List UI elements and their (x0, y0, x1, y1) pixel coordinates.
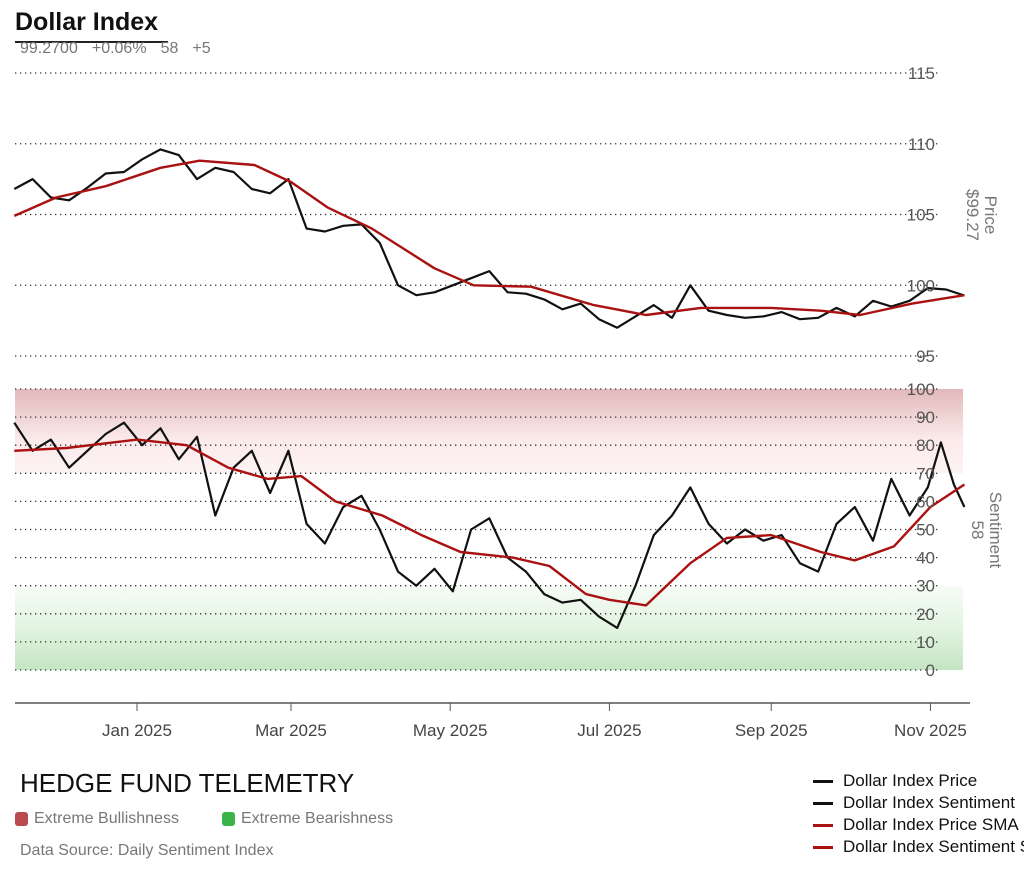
legend-price-sma[interactable]: Dollar Index Price SMA (813, 814, 1024, 836)
y-tick-label-sentiment: 0 (926, 661, 935, 680)
y-tick-label-sentiment: 70 (916, 464, 935, 483)
quote-summary: 99.2700 +0.06% 58 +5 (20, 40, 225, 58)
y-tick-label-sentiment: 80 (916, 436, 935, 455)
band-extreme-bullishness (15, 389, 963, 474)
x-tick-label: May 2025 (413, 721, 488, 740)
legend-sentiment-sma[interactable]: Dollar Index Sentiment SMA (813, 836, 1024, 858)
y-tick-label-price: 110 (908, 135, 935, 154)
title-underline (15, 41, 168, 43)
y-tick-label-price: 115 (908, 64, 935, 83)
band-extreme-bearishness (15, 585, 963, 670)
y-tick-label-sentiment: 90 (916, 408, 935, 427)
axis-title-price: Price (981, 196, 1000, 235)
legend-price[interactable]: Dollar Index Price (813, 770, 1024, 792)
x-tick-label: Sep 2025 (735, 721, 808, 740)
x-tick-label: Mar 2025 (255, 721, 327, 740)
bullish-swatch (15, 812, 28, 826)
y-tick-label-sentiment: 100 (907, 380, 935, 399)
axis-title-sentiment: Sentiment (986, 492, 1005, 569)
dollar-index-chart: 95 100 105 110 115 Price$99.27 0 10 20 30 40 50 60 70… (13, 64, 1005, 740)
axis-value-sentiment: 58 (968, 521, 987, 540)
axis-value-price: $99.27 (963, 189, 982, 241)
y-tick-label-price: 95 (916, 347, 935, 366)
y-tick-label-sentiment: 10 (916, 633, 935, 652)
x-tick-label: Jan 2025 (102, 721, 172, 740)
bearish-swatch (222, 812, 235, 826)
x-tick-label: Jul 2025 (577, 721, 641, 740)
legend-sentiment[interactable]: Dollar Index Sentiment (813, 792, 1024, 814)
series-dollar-index-price (13, 148, 965, 329)
last-price: 99.2700 (20, 40, 78, 57)
last-sentiment: 58 (160, 40, 179, 57)
y-tick-label-sentiment: 50 (916, 521, 935, 540)
y-tick-label-sentiment: 30 (916, 577, 935, 596)
x-tick-label: Nov 2025 (894, 721, 967, 740)
chart-title: Dollar Index (15, 8, 159, 36)
price-change: +0.06% (91, 40, 147, 57)
brand-name: HEDGE FUND TELEMETRY (20, 768, 355, 798)
data-source: Data Source: Daily Sentiment Index (20, 842, 274, 859)
legend-extreme-bearishness: Extreme Bearishness (222, 810, 393, 828)
series-dollar-index-sentiment (13, 421, 966, 629)
series-dollar-index-price-sma (13, 159, 965, 317)
y-tick-label-price: 105 (907, 206, 935, 225)
sentiment-change: +5 (192, 40, 211, 57)
y-tick-label-sentiment: 40 (916, 549, 935, 568)
bullish-label: Extreme Bullishness (34, 810, 179, 827)
y-tick-label-sentiment: 20 (916, 605, 935, 624)
y-tick-label-price: 100 (907, 276, 935, 295)
y-tick-label-sentiment: 60 (916, 492, 935, 511)
series-dollar-index-sentiment-sma (14, 438, 966, 607)
series-legend: Dollar Index Price Dollar Index Sentimen… (813, 770, 1024, 858)
bearish-label: Extreme Bearishness (241, 810, 394, 827)
legend-extreme-bullishness: Extreme Bullishness (15, 810, 179, 828)
